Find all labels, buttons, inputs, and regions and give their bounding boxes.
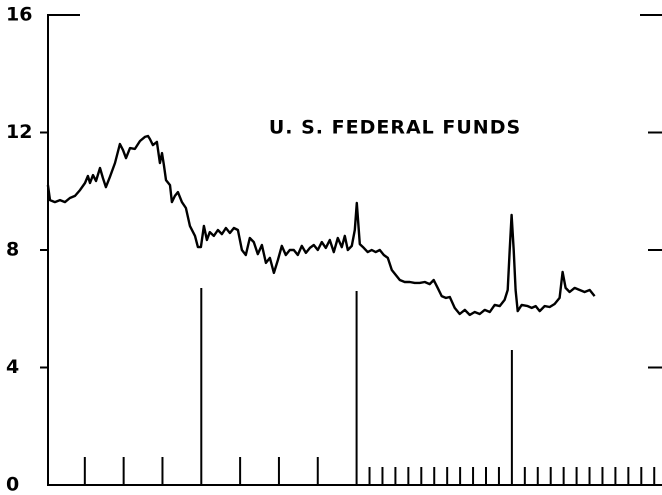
line-series <box>46 134 596 317</box>
y-tick-label: 0 <box>6 474 19 495</box>
y-tick-label: 16 <box>6 4 32 26</box>
chart-title: U. S. FEDERAL FUNDS <box>269 117 521 139</box>
y-tick-label: 4 <box>6 356 19 378</box>
y-tick-label: 12 <box>6 121 32 143</box>
y-tick-label: 8 <box>6 239 19 261</box>
